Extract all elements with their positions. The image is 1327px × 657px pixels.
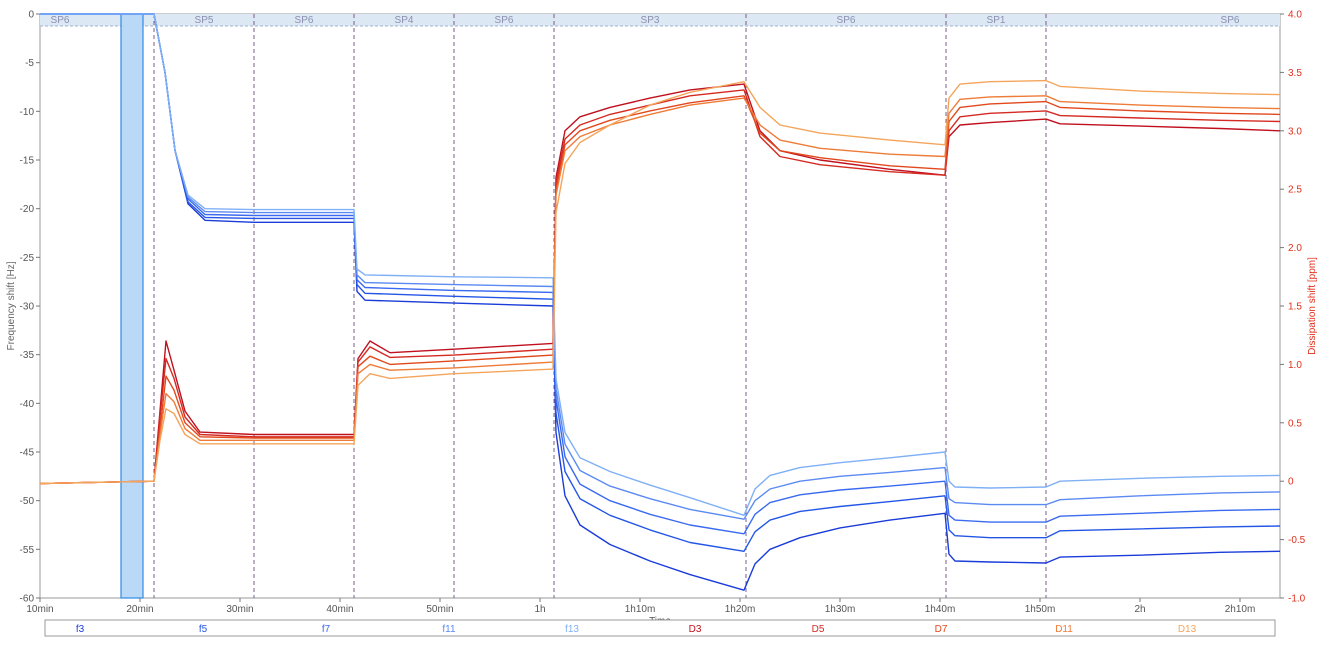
segment-label: SP6 xyxy=(495,15,514,26)
series-line-f7 xyxy=(40,13,1281,535)
y-left-tick-label: -40 xyxy=(20,399,35,410)
y-left-tick-label: -5 xyxy=(25,58,34,69)
x-tick-label: 1h30m xyxy=(825,604,856,615)
y-left-tick-label: -60 xyxy=(20,594,35,605)
y-left-tick-label: -10 xyxy=(20,107,35,118)
y-left-tick-label: -20 xyxy=(20,204,35,215)
series-line-d7 xyxy=(39,95,1281,485)
y-left-tick-label: 0 xyxy=(28,10,34,21)
x-tick-label: 40min xyxy=(326,604,353,615)
segment-label: SP6 xyxy=(1221,15,1240,26)
legend-label: f3 xyxy=(76,624,85,635)
highlight-region xyxy=(120,13,144,599)
y-left-tick-label: -55 xyxy=(20,545,35,556)
legend-label: f5 xyxy=(199,624,208,635)
x-tick-label: 30min xyxy=(226,604,253,615)
y-right-tick-label: 2.0 xyxy=(1288,243,1302,254)
x-tick-label: 1h20m xyxy=(725,604,756,615)
y-left-tick-label: -45 xyxy=(20,448,35,459)
x-tick-label: 20min xyxy=(126,604,153,615)
series-line-d11 xyxy=(39,95,1281,485)
segment-label: SP1 xyxy=(987,15,1006,26)
y-right-axis-title: Dissipation shift [ppm] xyxy=(1307,257,1318,355)
legend-label: D11 xyxy=(1055,624,1073,635)
y-left-tick-label: -15 xyxy=(20,156,35,167)
y-right-tick-label: 4.0 xyxy=(1288,10,1302,21)
segment-label: SP5 xyxy=(195,15,214,26)
y-right-tick-label: 3.0 xyxy=(1288,126,1302,137)
y-right-tick-label: 1.5 xyxy=(1288,302,1302,313)
legend-label: D7 xyxy=(935,624,948,635)
x-tick-label: 2h xyxy=(1134,604,1145,615)
y-right-tick-label: 2.5 xyxy=(1288,185,1302,196)
series-line-f5 xyxy=(40,13,1281,552)
y-left-axis-title: Frequency shift [Hz] xyxy=(6,261,17,350)
y-left-tick-label: -25 xyxy=(20,253,35,264)
x-tick-label: 1h xyxy=(534,604,545,615)
segment-label: SP6 xyxy=(51,15,70,26)
legend-box xyxy=(44,619,1276,637)
y-left-tick-label: -50 xyxy=(20,496,35,507)
segment-label: SP6 xyxy=(837,15,856,26)
segment-band xyxy=(40,14,1280,26)
y-right-tick-label: 0 xyxy=(1288,477,1294,488)
series-line-d5 xyxy=(39,89,1281,485)
x-tick-label: 1h10m xyxy=(625,604,656,615)
series-line-f13 xyxy=(40,13,1281,516)
legend-label: f13 xyxy=(565,624,579,635)
x-tick-label: 10min xyxy=(26,604,53,615)
series-line-f11 xyxy=(40,13,1281,520)
y-right-tick-label: 1.0 xyxy=(1288,360,1302,371)
legend-label: D13 xyxy=(1178,624,1197,635)
legend-label: D3 xyxy=(689,624,702,635)
y-right-tick-label: -1.0 xyxy=(1288,594,1306,605)
legend-label: D5 xyxy=(812,624,825,635)
y-right-tick-label: -0.5 xyxy=(1288,535,1306,546)
x-tick-label: 1h50m xyxy=(1025,604,1056,615)
series-line-d3 xyxy=(39,83,1281,485)
y-left-tick-label: -30 xyxy=(20,302,35,313)
x-tick-label: 2h10m xyxy=(1225,604,1256,615)
series-line-f3 xyxy=(40,13,1281,591)
x-tick-label: 50min xyxy=(426,604,453,615)
legend-label: f11 xyxy=(442,624,456,635)
series-line-d13 xyxy=(39,79,1281,485)
legend-label: f7 xyxy=(322,624,331,635)
segment-label: SP4 xyxy=(395,15,414,26)
segment-label: SP6 xyxy=(295,15,314,26)
y-right-tick-label: 3.5 xyxy=(1288,68,1302,79)
y-left-tick-label: -35 xyxy=(20,350,35,361)
segment-label: SP3 xyxy=(641,15,660,26)
x-tick-label: 1h40m xyxy=(925,604,956,615)
y-right-tick-label: 0.5 xyxy=(1288,418,1302,429)
